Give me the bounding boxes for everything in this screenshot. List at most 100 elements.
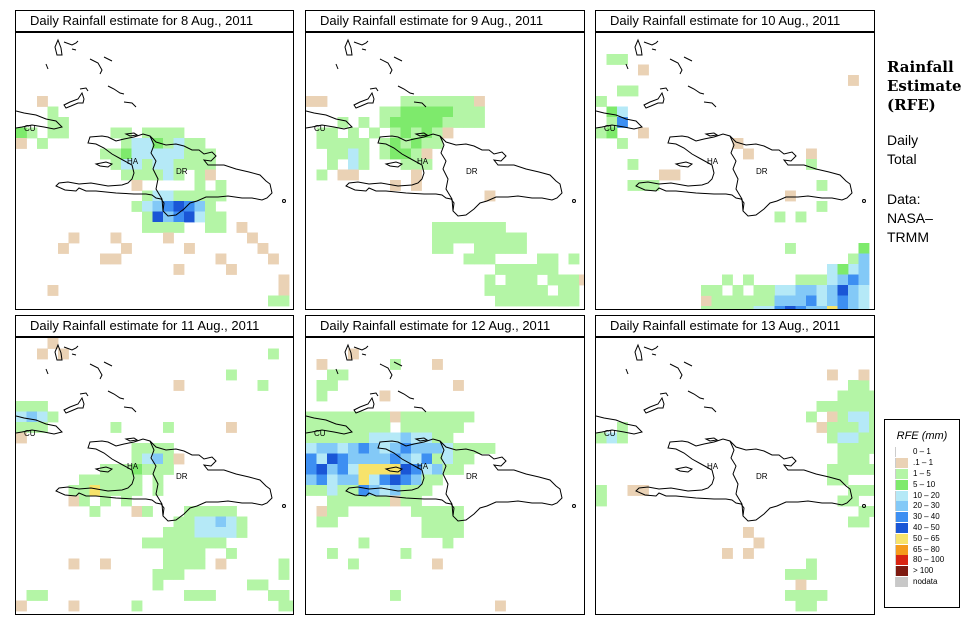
rainfall-cell xyxy=(526,264,538,275)
rainfall-cell xyxy=(743,295,754,307)
rainfall-cell xyxy=(142,443,153,454)
rainfall-cell xyxy=(453,464,464,475)
rainfall-cell xyxy=(463,443,475,454)
rainfall-cell xyxy=(316,516,328,528)
rainfall-cell xyxy=(358,411,370,423)
rainfall-cell xyxy=(110,474,122,486)
tortuga-island xyxy=(124,132,139,137)
rainfall-cell xyxy=(795,590,807,601)
rainfall-cell xyxy=(785,190,796,202)
rainfall-cell xyxy=(400,96,412,107)
cuba-coastline xyxy=(596,110,643,130)
rainfall-cell xyxy=(827,411,838,423)
rainfall-cell xyxy=(142,138,153,149)
bahamas-island xyxy=(659,87,669,92)
coastlines xyxy=(596,343,866,522)
rainfall-cell xyxy=(837,264,849,275)
rainfall-cell xyxy=(173,558,185,570)
rainfall-cell xyxy=(348,495,359,507)
rainfall-cell xyxy=(163,222,174,233)
rainfall-cell xyxy=(827,274,838,286)
rainfall-cell xyxy=(858,264,870,275)
rainfall-cell xyxy=(37,138,48,149)
product-title-line: (RFE) xyxy=(887,96,936,114)
rainfall-cell xyxy=(306,422,317,433)
rainfall-cell xyxy=(858,380,870,391)
rainfall-cell xyxy=(226,516,237,528)
rainfall-cell xyxy=(806,148,817,160)
rainfall-cell xyxy=(16,401,27,412)
rainfall-cell xyxy=(558,285,569,296)
rainfall-cell xyxy=(400,474,412,486)
rainfall-cell xyxy=(858,243,870,254)
rainfall-cell xyxy=(617,85,628,97)
rainfall-cell xyxy=(722,548,733,559)
rainfall-cell xyxy=(638,485,649,496)
rainfall-cell xyxy=(110,464,122,475)
cuba-label: CU xyxy=(314,124,326,133)
rainfall-cell xyxy=(215,222,227,233)
haiti-dr-border xyxy=(439,440,454,517)
rainfall-cell xyxy=(58,348,69,360)
rainfall-cell xyxy=(348,453,359,465)
rainfall-cell xyxy=(400,548,412,559)
rainfall-cell xyxy=(722,306,733,309)
rainfall-cell xyxy=(411,474,422,486)
rainfall-cell xyxy=(411,464,422,475)
panel-title-aug-12: Daily Rainfall estimate for 12 Aug., 201… xyxy=(305,315,585,337)
rainfall-cell xyxy=(205,211,216,223)
rainfall-cell xyxy=(732,285,744,296)
rainfall-cell xyxy=(205,516,216,528)
rainfall-cell xyxy=(68,558,80,570)
rainfall-cell xyxy=(226,527,237,538)
rainfall-cell xyxy=(617,106,628,118)
rainfall-cell xyxy=(152,537,164,549)
rainfall-cell xyxy=(421,443,433,454)
map-canvas-aug-9: CU HA DR xyxy=(306,38,584,307)
rainfall-cell xyxy=(484,222,496,233)
rainfall-cell xyxy=(236,516,248,528)
rainfall-cell xyxy=(869,506,874,517)
rainfall-cell xyxy=(858,485,870,496)
rainfall-cell xyxy=(142,506,153,517)
rainfall-cell xyxy=(327,432,338,444)
rainfall-cell xyxy=(421,127,433,139)
rainfall-cell xyxy=(268,253,279,265)
rainfall-cell xyxy=(411,148,422,160)
rainfall-cell xyxy=(163,422,174,433)
rainfall-cell xyxy=(194,537,206,549)
rainfall-cell xyxy=(327,411,338,423)
rainfall-cell xyxy=(369,127,380,139)
rainfall-cell xyxy=(848,495,859,507)
legend-label: nodata xyxy=(913,576,938,586)
rainfall-cell xyxy=(327,422,338,433)
product-title-line: Rainfall xyxy=(887,58,954,76)
rainfall-cell xyxy=(226,548,237,559)
rainfall-cell xyxy=(205,222,216,233)
rainfall-cell xyxy=(268,348,279,360)
rainfall-cell xyxy=(131,169,143,181)
legend-label: 10 – 20 xyxy=(913,490,940,500)
rainfall-cell xyxy=(827,306,838,309)
bahamas-island xyxy=(89,363,103,380)
legend-swatch xyxy=(895,566,908,577)
rainfall-cell xyxy=(442,537,454,549)
bahamas-island xyxy=(71,48,77,51)
bahamas-island xyxy=(703,101,717,108)
gonave-island xyxy=(674,161,694,168)
rainfall-cell xyxy=(858,411,870,423)
rainfall-cell xyxy=(205,527,216,538)
map-canvas-aug-12: CU HA DR xyxy=(306,343,576,612)
rainfall-cell xyxy=(215,190,227,202)
rainfall-cell xyxy=(421,148,433,160)
rainfall-cell xyxy=(659,169,670,181)
rainfall-cell xyxy=(764,295,775,307)
rainfall-cell xyxy=(453,411,464,423)
rainfall-cell xyxy=(337,138,349,149)
rainfall-cell xyxy=(173,159,185,170)
bahamas-island xyxy=(625,368,629,375)
rainfall-cell xyxy=(121,169,132,181)
rainfall-cell xyxy=(369,474,380,486)
rainfall-cell xyxy=(306,96,317,107)
rainfall-cell xyxy=(837,453,849,465)
